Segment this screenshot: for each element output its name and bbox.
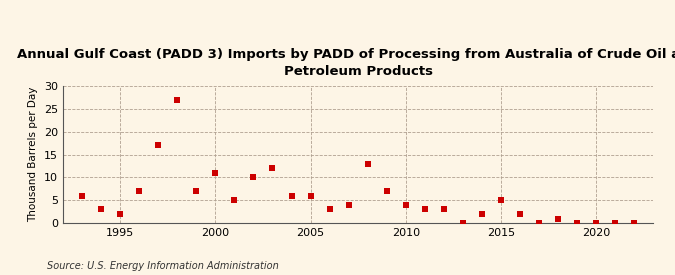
Point bbox=[286, 194, 297, 198]
Point bbox=[477, 212, 487, 216]
Point bbox=[572, 221, 583, 225]
Point bbox=[610, 221, 620, 225]
Point bbox=[210, 171, 221, 175]
Point bbox=[324, 207, 335, 212]
Point bbox=[267, 166, 278, 170]
Point bbox=[534, 221, 545, 225]
Point bbox=[115, 212, 126, 216]
Title: Annual Gulf Coast (PADD 3) Imports by PADD of Processing from Australia of Crude: Annual Gulf Coast (PADD 3) Imports by PA… bbox=[17, 48, 675, 78]
Point bbox=[419, 207, 430, 212]
Y-axis label: Thousand Barrels per Day: Thousand Barrels per Day bbox=[28, 87, 38, 222]
Point bbox=[381, 189, 392, 193]
Point bbox=[400, 203, 411, 207]
Text: Source: U.S. Energy Information Administration: Source: U.S. Energy Information Administ… bbox=[47, 261, 279, 271]
Point bbox=[343, 203, 354, 207]
Point bbox=[191, 189, 202, 193]
Point bbox=[629, 221, 640, 225]
Point bbox=[514, 212, 525, 216]
Point bbox=[305, 194, 316, 198]
Point bbox=[153, 143, 163, 148]
Point bbox=[134, 189, 144, 193]
Point bbox=[439, 207, 450, 212]
Point bbox=[495, 198, 506, 202]
Point bbox=[248, 175, 259, 180]
Point bbox=[553, 216, 564, 221]
Point bbox=[172, 98, 183, 102]
Point bbox=[458, 221, 468, 225]
Point bbox=[362, 161, 373, 166]
Point bbox=[229, 198, 240, 202]
Point bbox=[591, 221, 601, 225]
Point bbox=[77, 194, 88, 198]
Point bbox=[96, 207, 107, 212]
